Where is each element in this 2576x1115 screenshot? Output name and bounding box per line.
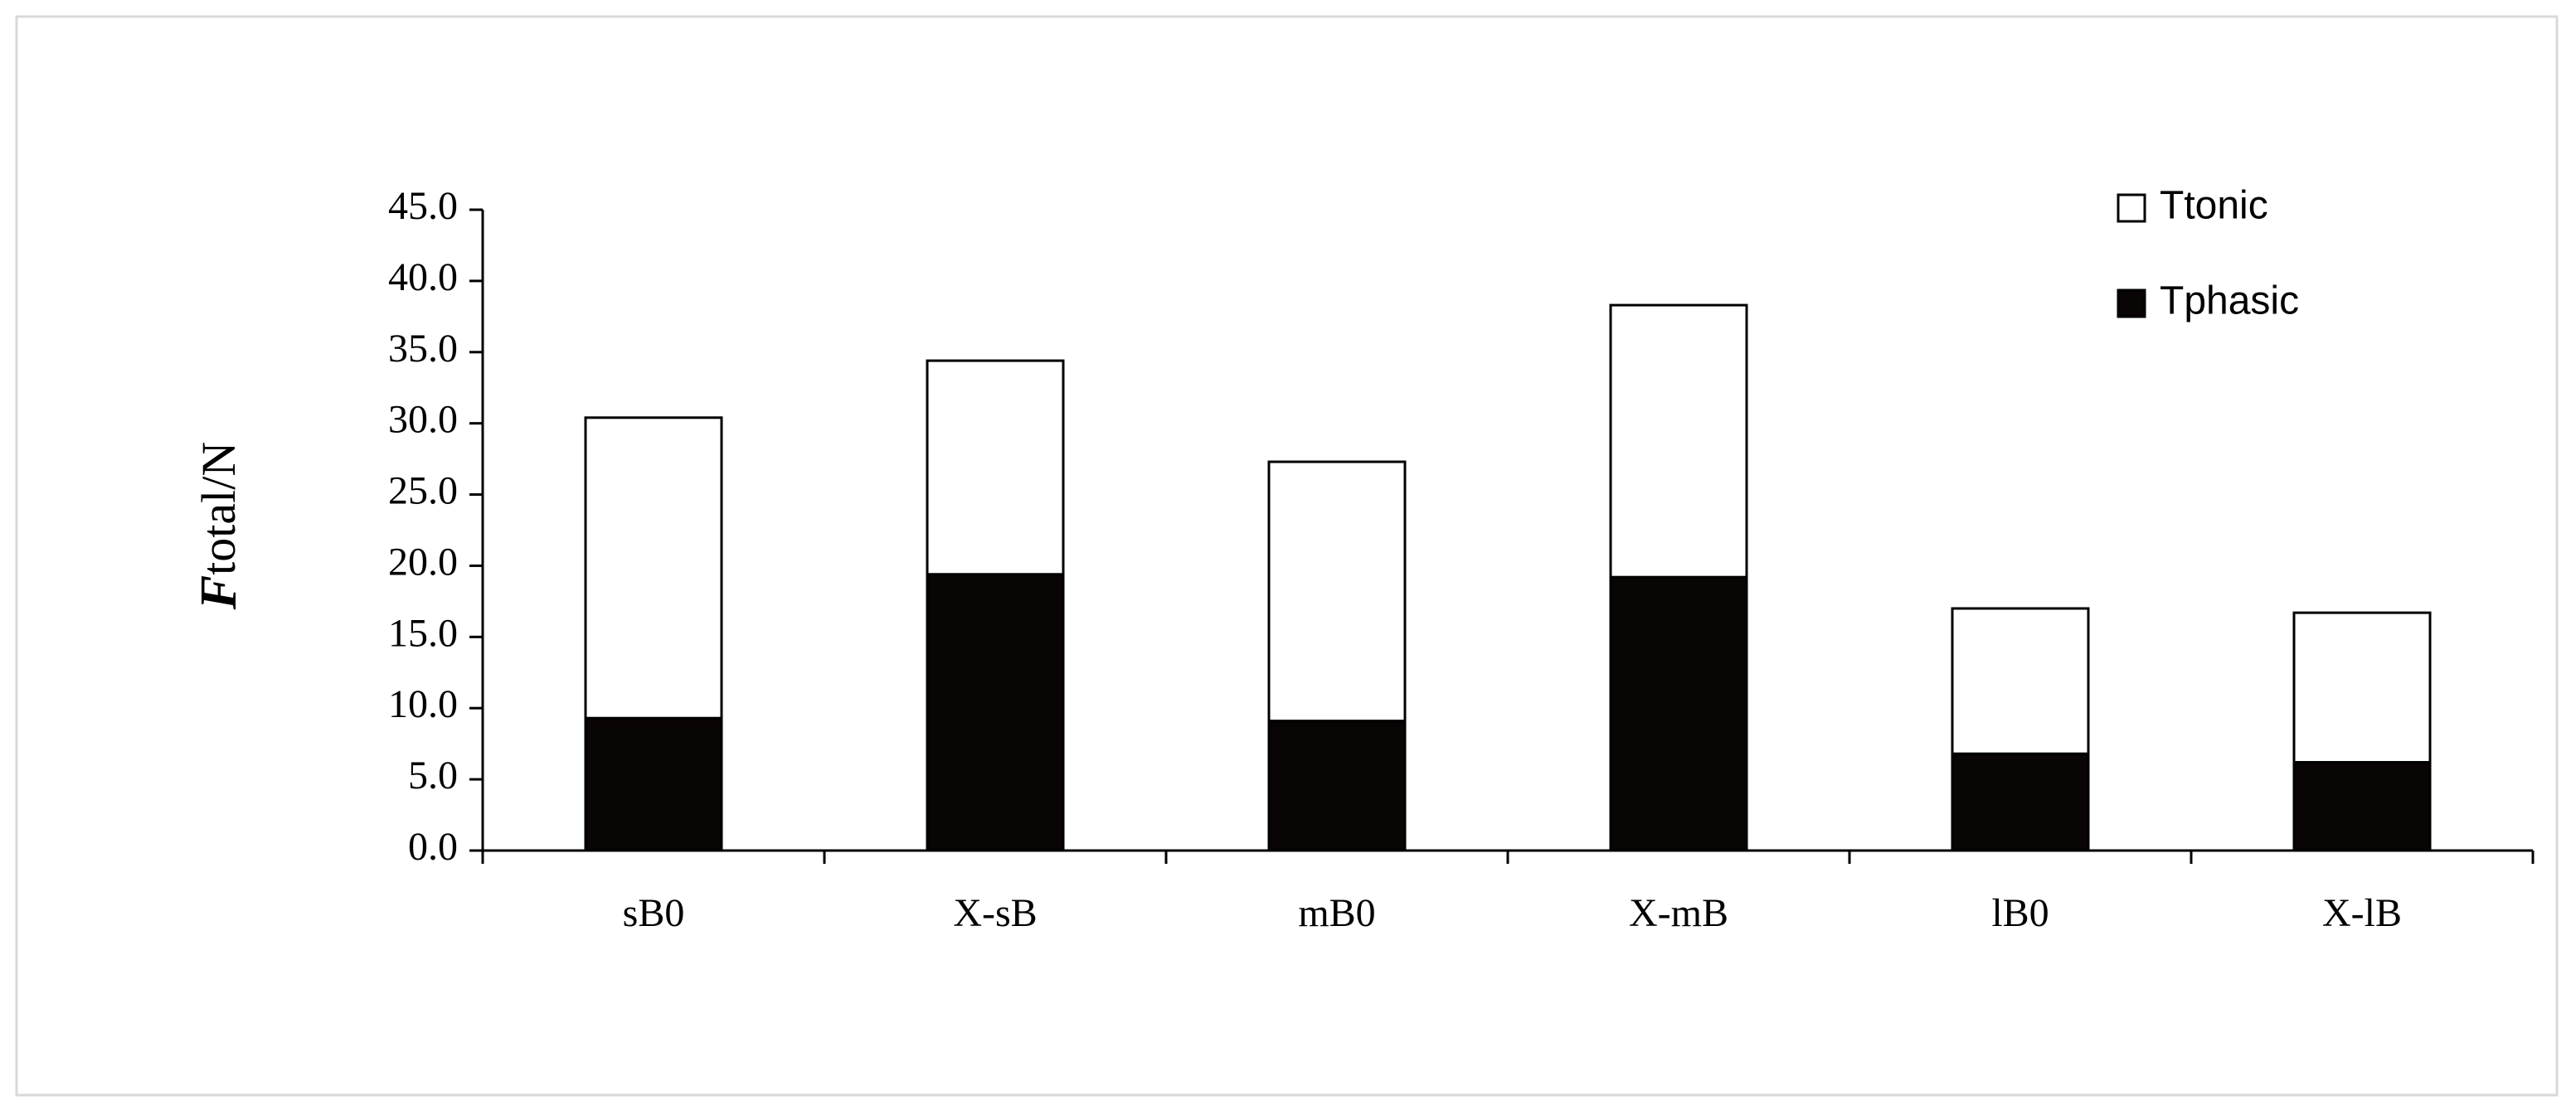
bar-segment xyxy=(1951,607,2090,755)
y-axis-label: Ftotal/N xyxy=(191,442,247,610)
y-tick-label: 35.0 xyxy=(388,327,458,371)
x-tick-label: X-lB xyxy=(2322,891,2402,935)
y-tick-label: 40.0 xyxy=(388,255,458,299)
bar-segment xyxy=(2292,611,2432,764)
x-tick-label: sB0 xyxy=(623,891,685,935)
bar-segment xyxy=(926,359,1065,576)
x-tick-label: lB0 xyxy=(1991,891,2049,935)
legend-label: Ttonic xyxy=(2160,184,2268,228)
bar-segment xyxy=(1951,752,2090,852)
y-tick-label: 45.0 xyxy=(388,184,458,228)
y-tick-label: 15.0 xyxy=(388,611,458,655)
legend-swatch xyxy=(2117,288,2146,318)
y-tick-label: 20.0 xyxy=(388,540,458,584)
bar-segment xyxy=(2292,760,2432,852)
x-tick-label: X-mB xyxy=(1629,891,1728,935)
bar-segment xyxy=(584,716,723,852)
x-tick-label: X-sB xyxy=(953,891,1037,935)
y-tick-label: 25.0 xyxy=(388,469,458,513)
bar-segment xyxy=(1267,460,1407,723)
x-tick-label: mB0 xyxy=(1298,891,1375,935)
y-label-italic: F xyxy=(191,575,247,610)
legend-swatch xyxy=(2117,193,2146,223)
bar-segment xyxy=(1609,575,1748,852)
bar-segment xyxy=(926,573,1065,852)
bar-segment xyxy=(1609,303,1748,579)
y-tick-label: 0.0 xyxy=(408,825,458,869)
bar-segment xyxy=(1267,720,1407,852)
y-tick-label: 10.0 xyxy=(388,682,458,726)
legend-label: Tphasic xyxy=(2160,279,2299,323)
bar-segment xyxy=(584,416,723,720)
y-tick-label: 5.0 xyxy=(408,754,458,797)
y-tick-label: 30.0 xyxy=(388,398,458,442)
y-label-rest: total/N xyxy=(192,442,245,575)
